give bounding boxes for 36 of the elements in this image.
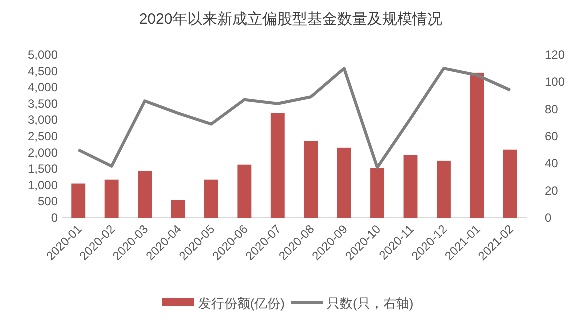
chart-title: 2020年以来新成立偏股型基金数量及规模情况 <box>139 11 443 28</box>
bar <box>404 155 418 218</box>
bar <box>370 168 385 218</box>
y2-tick-label: 80 <box>545 102 559 116</box>
bar <box>270 113 285 218</box>
y2-tick-label: 40 <box>545 156 559 171</box>
y2-tick-label: 20 <box>545 184 559 198</box>
y2-tick-label: 60 <box>545 130 559 144</box>
legend-label: 发行份额(亿份) <box>198 296 285 311</box>
y2-tick-label: 0 <box>545 211 552 225</box>
y-tick-label: 2,000 <box>28 146 58 160</box>
y-tick-label: 3,500 <box>28 96 58 111</box>
bar <box>204 180 218 218</box>
bar <box>72 184 86 218</box>
bar <box>238 164 252 218</box>
bar <box>104 180 119 218</box>
bar <box>171 200 186 218</box>
bar <box>304 141 318 218</box>
legend-label: 只数(只，右轴) <box>327 296 414 311</box>
y-tick-label: 0 <box>51 211 58 225</box>
bar <box>470 72 484 218</box>
y-tick-label: 3,000 <box>28 113 58 128</box>
y-tick-label: 1,000 <box>28 178 58 192</box>
line-series <box>77 67 512 170</box>
y-tick-label: 5,000 <box>28 48 58 62</box>
bar <box>138 171 152 218</box>
y-tick-label: 1,500 <box>28 162 58 176</box>
bar <box>337 148 352 218</box>
y2-tick-label: 100 <box>545 75 566 90</box>
bar <box>436 160 451 218</box>
y2-tick-label: 120 <box>545 48 566 62</box>
y-tick-label: 500 <box>38 194 58 209</box>
y-tick-label: 4,000 <box>28 80 58 95</box>
y-tick-label: 2,500 <box>28 130 58 144</box>
y-tick-label: 4,500 <box>28 64 58 78</box>
bar <box>503 150 518 218</box>
